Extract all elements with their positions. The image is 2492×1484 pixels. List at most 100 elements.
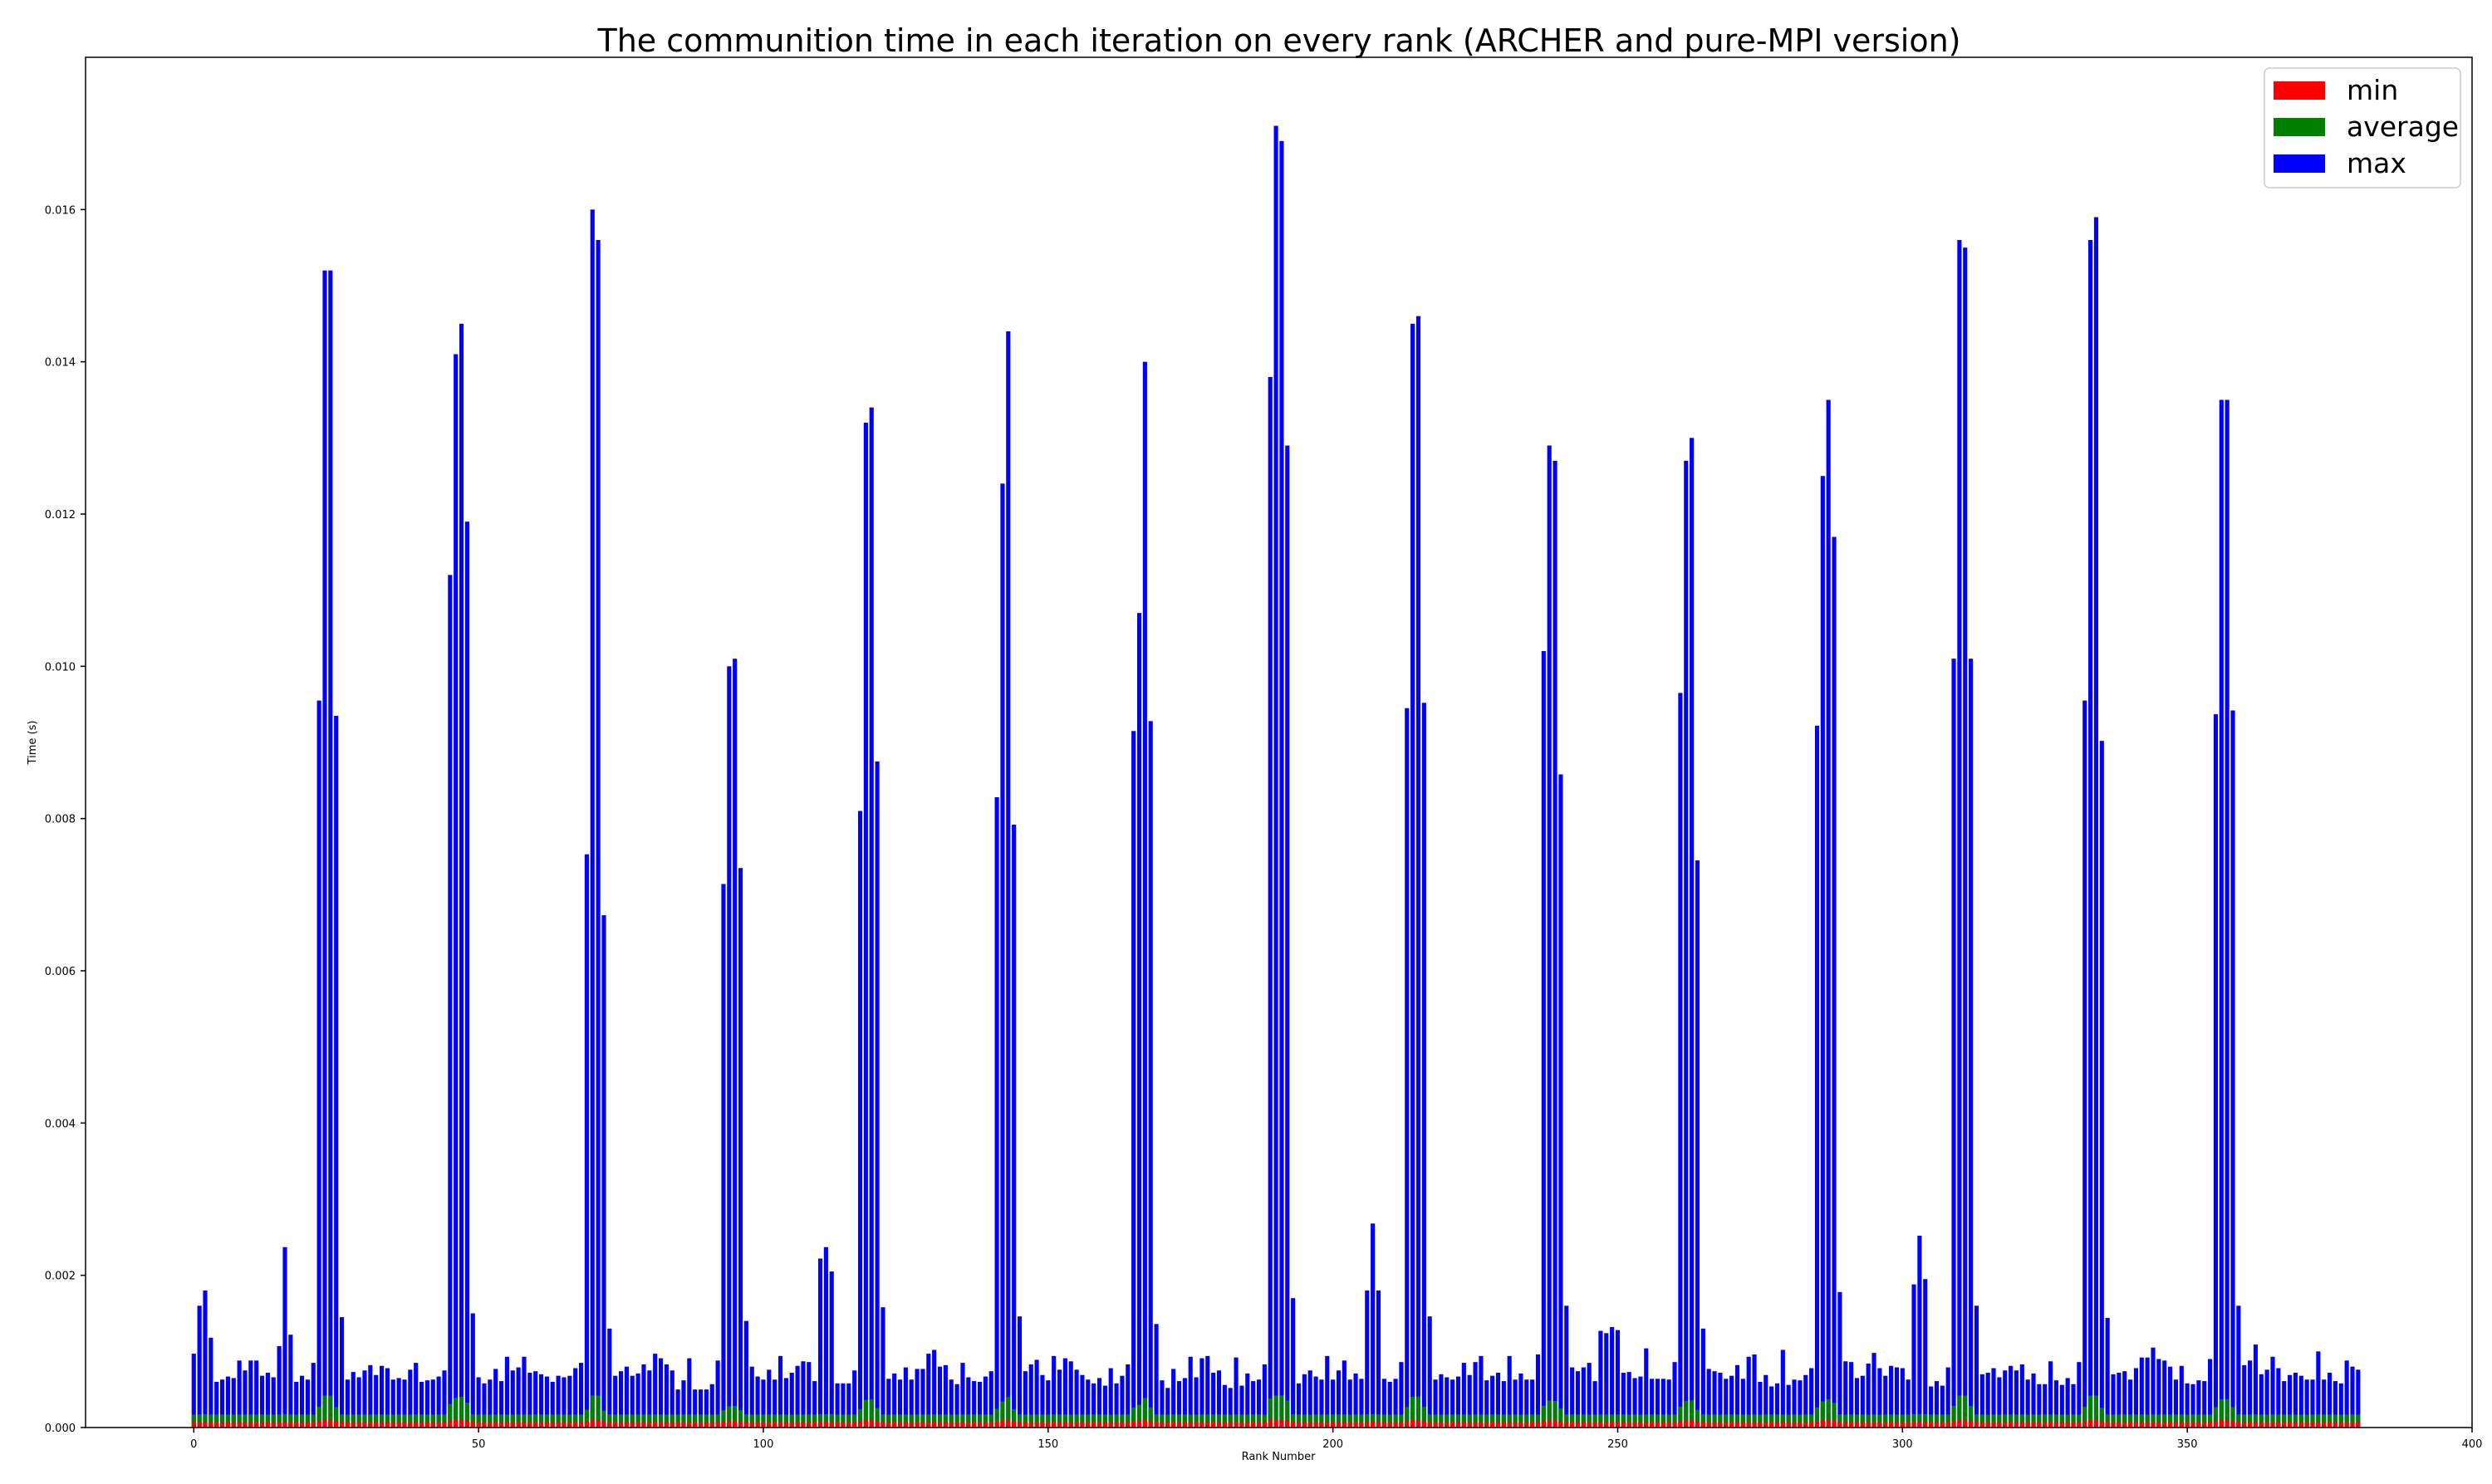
bar-max-rank-329 <box>2065 1378 2070 1428</box>
legend-entry-average: average <box>2274 110 2459 143</box>
bar-min-rank-66 <box>567 1422 572 1428</box>
bar-average-rank-7 <box>231 1414 236 1428</box>
bar-max-rank-376 <box>2333 1381 2338 1428</box>
bar-average-rank-10 <box>248 1414 253 1428</box>
bar-max-rank-94 <box>727 666 732 1428</box>
bar-max-rank-9 <box>243 1370 248 1428</box>
bar-max-rank-301 <box>1906 1379 1911 1428</box>
bar-average-rank-250 <box>1615 1414 1621 1428</box>
bar-max-rank-372 <box>2310 1379 2315 1428</box>
bar-average-rank-200 <box>1331 1414 1336 1428</box>
bar-max-rank-135 <box>960 1363 965 1428</box>
bar-max-rank-66 <box>567 1375 572 1428</box>
bar-average-rank-266 <box>1706 1414 1711 1428</box>
bar-max-rank-288 <box>1832 536 1837 1428</box>
bar-min-rank-41 <box>424 1422 429 1428</box>
bar-min-rank-248 <box>1604 1422 1609 1428</box>
bar-average-rank-183 <box>1234 1414 1239 1428</box>
bar-average-rank-84 <box>670 1414 675 1428</box>
bar-min-rank-102 <box>773 1422 778 1428</box>
bar-max-rank-183 <box>1234 1357 1239 1428</box>
bar-min-rank-222 <box>1455 1422 1461 1428</box>
bar-min-rank-332 <box>2082 1420 2087 1428</box>
bar-average-rank-89 <box>698 1414 704 1428</box>
bar-min-rank-205 <box>1359 1422 1364 1428</box>
bar-min-rank-133 <box>949 1422 954 1428</box>
bar-min-rank-172 <box>1171 1422 1176 1428</box>
bar-average-rank-332 <box>2082 1407 2087 1428</box>
bar-average-rank-122 <box>886 1414 891 1428</box>
bar-max-rank-226 <box>1479 1355 1484 1428</box>
bar-min-rank-62 <box>544 1422 549 1428</box>
bar-min-rank-20 <box>305 1422 310 1428</box>
bar-min-rank-330 <box>2071 1422 2076 1428</box>
bar-min-rank-221 <box>1450 1422 1455 1428</box>
bar-average-rank-376 <box>2333 1414 2338 1428</box>
bar-min-rank-79 <box>641 1422 646 1428</box>
bar-max-rank-332 <box>2082 700 2087 1428</box>
bar-max-rank-315 <box>1985 1373 1990 1428</box>
bar-min-rank-57 <box>516 1422 521 1428</box>
bar-min-rank-328 <box>2059 1422 2064 1428</box>
bar-min-rank-32 <box>374 1422 379 1428</box>
bar-average-rank-269 <box>1724 1414 1729 1428</box>
bar-min-rank-362 <box>2253 1422 2259 1428</box>
bar-max-rank-33 <box>379 1365 385 1428</box>
bar-max-rank-95 <box>733 659 738 1428</box>
bar-min-rank-96 <box>738 1421 743 1428</box>
bar-min-rank-358 <box>2230 1420 2235 1428</box>
bar-max-rank-243 <box>1575 1371 1581 1428</box>
bar-average-rank-352 <box>2196 1414 2201 1428</box>
bar-average-rank-320 <box>2014 1414 2019 1428</box>
bar-min-rank-266 <box>1706 1422 1711 1428</box>
bar-max-rank-68 <box>578 1363 584 1428</box>
bar-average-rank-112 <box>829 1413 834 1428</box>
bar-min-rank-17 <box>288 1422 293 1428</box>
bar-min-rank-285 <box>1814 1420 1820 1428</box>
bar-max-rank-279 <box>1780 1349 1785 1428</box>
bar-average-rank-195 <box>1302 1414 1307 1428</box>
bar-average-rank-88 <box>693 1414 698 1428</box>
bar-average-rank-211 <box>1393 1414 1398 1428</box>
bar-min-rank-22 <box>316 1420 321 1428</box>
bar-min-rank-164 <box>1126 1422 1131 1428</box>
bar-max-rank-96 <box>738 868 743 1428</box>
bar-max-rank-141 <box>994 797 999 1428</box>
legend-entry-max: max <box>2274 147 2406 179</box>
bar-max-rank-42 <box>430 1379 435 1428</box>
bar-max-rank-31 <box>368 1364 373 1428</box>
bar-max-rank-296 <box>1877 1368 1882 1428</box>
bar-average-rank-152 <box>1057 1414 1062 1428</box>
bar-min-rank-260 <box>1672 1422 1677 1428</box>
bar-average-rank-157 <box>1086 1414 1091 1428</box>
bar-max-rank-127 <box>915 1369 920 1428</box>
bar-max-rank-247 <box>1598 1330 1603 1428</box>
bar-max-rank-278 <box>1774 1383 1780 1428</box>
bar-min-rank-249 <box>1610 1422 1615 1428</box>
bar-average-rank-63 <box>550 1414 555 1428</box>
bar-average-rank-365 <box>2270 1414 2275 1428</box>
bar-max-rank-173 <box>1176 1381 1182 1428</box>
bar-min-rank-77 <box>630 1422 635 1428</box>
bar-average-rank-19 <box>299 1414 305 1428</box>
bar-average-rank-363 <box>2259 1414 2264 1428</box>
bar-min-rank-278 <box>1774 1422 1780 1428</box>
bar-min-rank-103 <box>778 1422 783 1428</box>
bar-min-rank-220 <box>1445 1422 1450 1428</box>
bar-min-rank-19 <box>299 1422 305 1428</box>
bar-max-rank-321 <box>2019 1364 2024 1428</box>
bar-average-rank-331 <box>2077 1414 2082 1428</box>
bar-max-rank-62 <box>544 1376 549 1428</box>
bar-max-rank-80 <box>647 1370 652 1428</box>
bar-min-rank-315 <box>1985 1422 1990 1428</box>
bar-average-rank-15 <box>277 1414 282 1428</box>
y-tick-label: 0.012 <box>45 509 76 522</box>
bar-average-rank-114 <box>841 1414 846 1428</box>
bar-average-rank-156 <box>1080 1414 1085 1428</box>
bar-average-rank-107 <box>801 1414 806 1428</box>
bar-max-rank-207 <box>1371 1223 1376 1428</box>
bar-min-rank-357 <box>2225 1420 2230 1428</box>
bar-min-rank-91 <box>709 1422 714 1428</box>
y-tick-label: 0.016 <box>45 204 76 217</box>
